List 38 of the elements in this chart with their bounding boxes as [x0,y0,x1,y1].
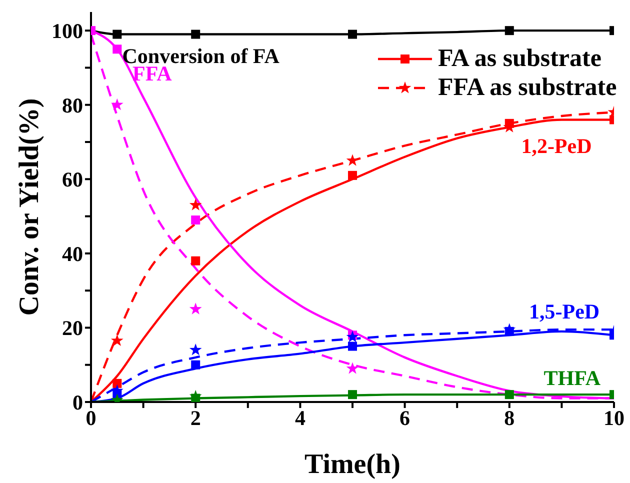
point [346,330,359,342]
x-axis-title: Time(h) [304,449,400,480]
point [112,378,122,388]
y-tick-label: 40 [62,242,83,266]
point [348,342,357,351]
point [189,344,202,356]
legend-label: FFA as substrate [438,74,617,102]
point [189,198,202,210]
annotation: 1,5-PeD [529,300,600,324]
x-tick-label: 8 [504,406,515,430]
point [191,360,200,370]
point [348,170,357,180]
x-tick-label: 10 [604,406,624,430]
x-tick-label: 6 [400,406,410,430]
point [504,26,514,36]
point [348,30,357,39]
point [348,390,357,400]
point [191,30,200,39]
point [112,30,122,39]
y-tick-label: 0 [72,390,83,414]
point [110,98,124,110]
annotation: THFA [544,366,602,390]
x-tick-label: 2 [190,406,201,430]
point [191,216,200,224]
y-tick-label: 80 [62,93,83,118]
point [112,44,122,54]
y-tick-label: 20 [62,316,83,340]
legend-label: FA as substrate [438,44,602,72]
point [346,362,359,374]
y-tick-label: 60 [62,168,83,192]
y-tick-label: 100 [52,19,83,44]
x-tick-label: 4 [294,406,306,430]
annotation: 1,2-PeD [521,134,592,158]
point [504,390,514,400]
point [110,334,124,346]
point [189,302,202,314]
y-axis-title: Conv. or Yield(%) [14,98,45,316]
point [191,256,200,266]
